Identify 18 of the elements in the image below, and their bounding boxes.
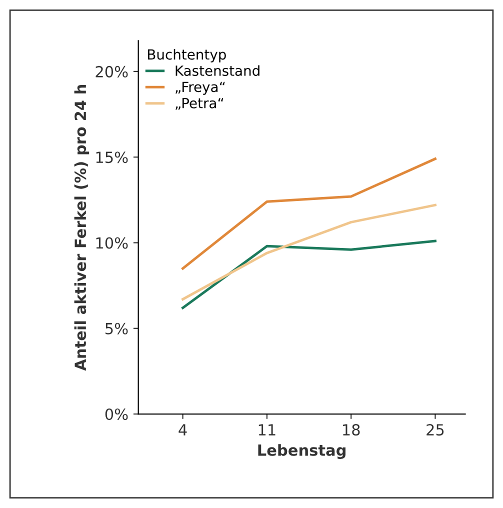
x-tick-label: 4 bbox=[178, 424, 187, 436]
y-tick-label: 5% bbox=[106, 322, 128, 334]
x-axis-title: Lebenstag bbox=[258, 444, 346, 459]
y-tick-label: 0% bbox=[105, 408, 128, 420]
legend-label: „Freya“ bbox=[176, 82, 225, 95]
x-tick-label: 18 bbox=[343, 424, 360, 436]
legend-label: Kastenstand bbox=[176, 65, 260, 76]
legend-label: „Petra“ bbox=[176, 98, 224, 110]
line-series bbox=[182, 240, 436, 310]
y-tick-label: 20% bbox=[96, 66, 128, 78]
legend-title: Buchtentyp bbox=[148, 48, 226, 62]
y-tick-label: 10% bbox=[96, 237, 128, 249]
x-tick-label: 11 bbox=[258, 424, 276, 436]
line-series bbox=[182, 158, 436, 270]
y-axis-title: Anteil aktiver Ferkel (%) pro 24 h bbox=[74, 84, 90, 371]
y-tick-label: 15% bbox=[96, 152, 128, 164]
line-series bbox=[182, 204, 436, 301]
x-tick-label: 25 bbox=[426, 424, 444, 436]
